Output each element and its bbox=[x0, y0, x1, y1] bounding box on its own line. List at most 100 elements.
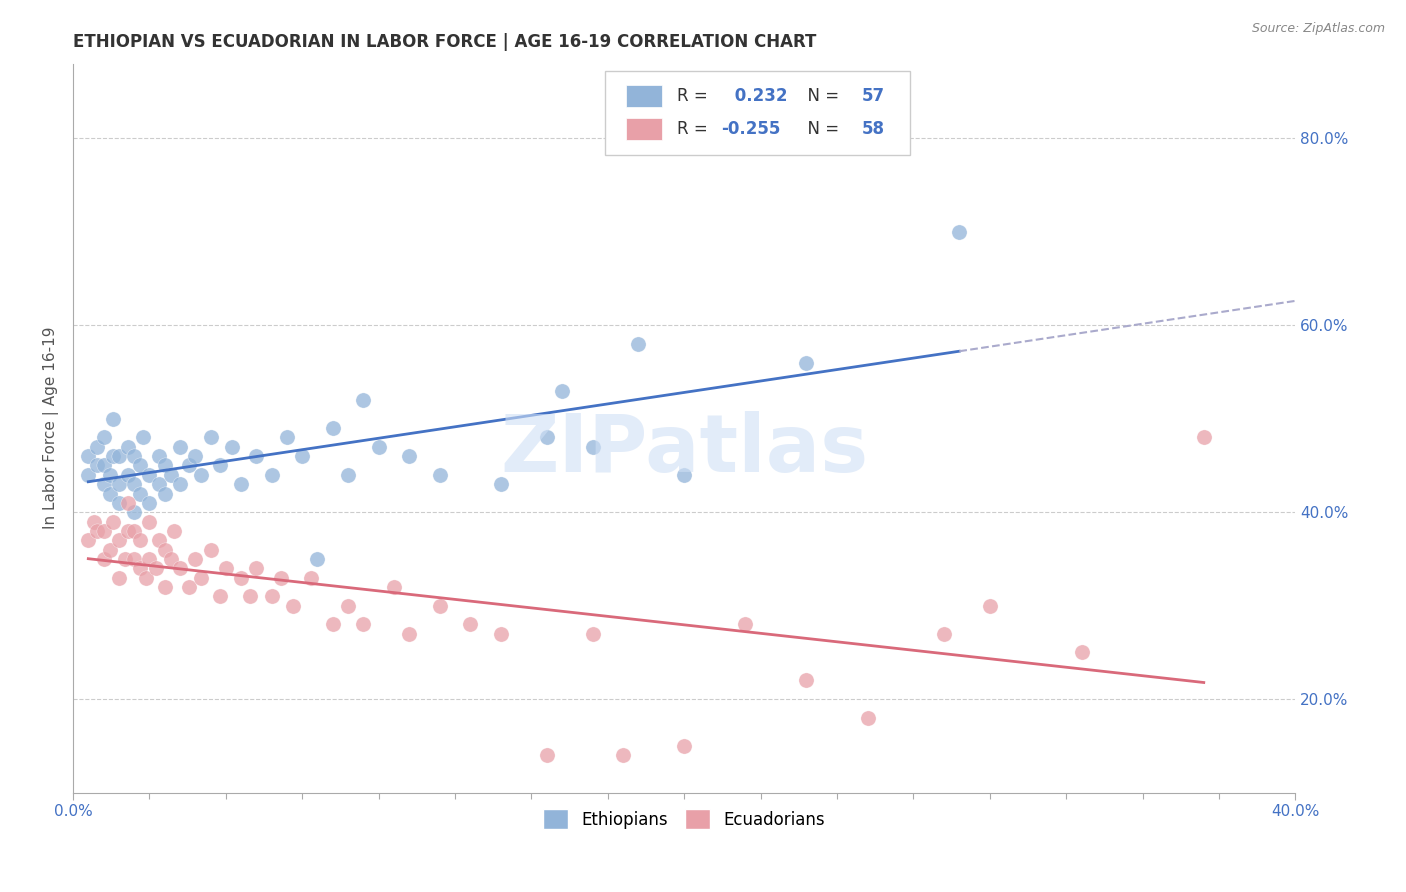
Text: 58: 58 bbox=[862, 120, 884, 138]
Point bbox=[153, 486, 176, 500]
Point bbox=[138, 552, 160, 566]
Text: R =: R = bbox=[676, 87, 713, 105]
Point bbox=[190, 571, 212, 585]
Point bbox=[86, 440, 108, 454]
Point bbox=[979, 599, 1001, 613]
Point bbox=[159, 467, 181, 482]
Point bbox=[673, 739, 696, 753]
Point bbox=[322, 617, 344, 632]
Point bbox=[122, 449, 145, 463]
Point bbox=[179, 580, 201, 594]
Point bbox=[159, 552, 181, 566]
Point bbox=[129, 533, 152, 548]
Point bbox=[93, 552, 115, 566]
Point bbox=[796, 673, 818, 688]
Point bbox=[86, 458, 108, 473]
Point bbox=[337, 467, 360, 482]
Point bbox=[581, 440, 603, 454]
Point bbox=[153, 542, 176, 557]
Point bbox=[352, 617, 374, 632]
Point bbox=[108, 496, 131, 510]
Text: N =: N = bbox=[797, 87, 844, 105]
Point bbox=[163, 524, 186, 538]
Point bbox=[581, 626, 603, 640]
Point bbox=[190, 467, 212, 482]
Point bbox=[138, 467, 160, 482]
Point bbox=[148, 449, 170, 463]
FancyBboxPatch shape bbox=[605, 70, 911, 154]
Text: ETHIOPIAN VS ECUADORIAN IN LABOR FORCE | AGE 16-19 CORRELATION CHART: ETHIOPIAN VS ECUADORIAN IN LABOR FORCE |… bbox=[73, 33, 817, 51]
Point bbox=[129, 561, 152, 575]
Point bbox=[98, 467, 121, 482]
Point bbox=[673, 467, 696, 482]
Point bbox=[122, 552, 145, 566]
Point bbox=[200, 430, 222, 444]
Point bbox=[458, 617, 481, 632]
Point bbox=[77, 449, 100, 463]
Point bbox=[153, 458, 176, 473]
Point bbox=[122, 505, 145, 519]
Point bbox=[135, 571, 157, 585]
Point bbox=[169, 440, 191, 454]
Point bbox=[179, 458, 201, 473]
Point bbox=[627, 337, 650, 351]
Y-axis label: In Labor Force | Age 16-19: In Labor Force | Age 16-19 bbox=[44, 326, 59, 529]
Point bbox=[129, 486, 152, 500]
Point bbox=[260, 590, 283, 604]
Point bbox=[245, 561, 267, 575]
Point bbox=[101, 449, 124, 463]
Point bbox=[132, 430, 155, 444]
Point bbox=[489, 626, 512, 640]
Point bbox=[93, 458, 115, 473]
FancyBboxPatch shape bbox=[626, 119, 662, 140]
Point bbox=[122, 477, 145, 491]
Point bbox=[93, 430, 115, 444]
Point bbox=[208, 458, 231, 473]
Text: 57: 57 bbox=[862, 87, 884, 105]
Point bbox=[117, 467, 139, 482]
Text: 0.232: 0.232 bbox=[730, 87, 787, 105]
Point bbox=[138, 515, 160, 529]
Point bbox=[382, 580, 405, 594]
Point bbox=[138, 496, 160, 510]
Point bbox=[148, 533, 170, 548]
Point bbox=[215, 561, 238, 575]
Point bbox=[239, 590, 262, 604]
Point bbox=[536, 748, 558, 763]
Point bbox=[117, 496, 139, 510]
Point bbox=[77, 533, 100, 548]
Point bbox=[98, 542, 121, 557]
Text: ZIPatlas: ZIPatlas bbox=[501, 411, 869, 489]
Point bbox=[299, 571, 322, 585]
Point bbox=[229, 477, 252, 491]
Point bbox=[398, 626, 420, 640]
Point bbox=[108, 449, 131, 463]
Point bbox=[101, 515, 124, 529]
Point bbox=[117, 440, 139, 454]
Point bbox=[291, 449, 314, 463]
Point bbox=[322, 421, 344, 435]
Point bbox=[429, 599, 451, 613]
Point bbox=[114, 552, 136, 566]
Point bbox=[122, 524, 145, 538]
Point bbox=[208, 590, 231, 604]
Point bbox=[367, 440, 389, 454]
Point bbox=[184, 552, 207, 566]
Point bbox=[1070, 645, 1092, 659]
Point bbox=[260, 467, 283, 482]
Point bbox=[83, 515, 105, 529]
Point bbox=[352, 392, 374, 407]
Point bbox=[612, 748, 634, 763]
Point bbox=[276, 430, 298, 444]
Point bbox=[281, 599, 304, 613]
Point bbox=[734, 617, 756, 632]
Point bbox=[932, 626, 955, 640]
Point bbox=[200, 542, 222, 557]
Point bbox=[229, 571, 252, 585]
Legend: Ethiopians, Ecuadorians: Ethiopians, Ecuadorians bbox=[537, 803, 832, 836]
Point bbox=[948, 225, 970, 239]
Point bbox=[148, 477, 170, 491]
Point bbox=[536, 430, 558, 444]
Point bbox=[108, 533, 131, 548]
Point bbox=[169, 477, 191, 491]
